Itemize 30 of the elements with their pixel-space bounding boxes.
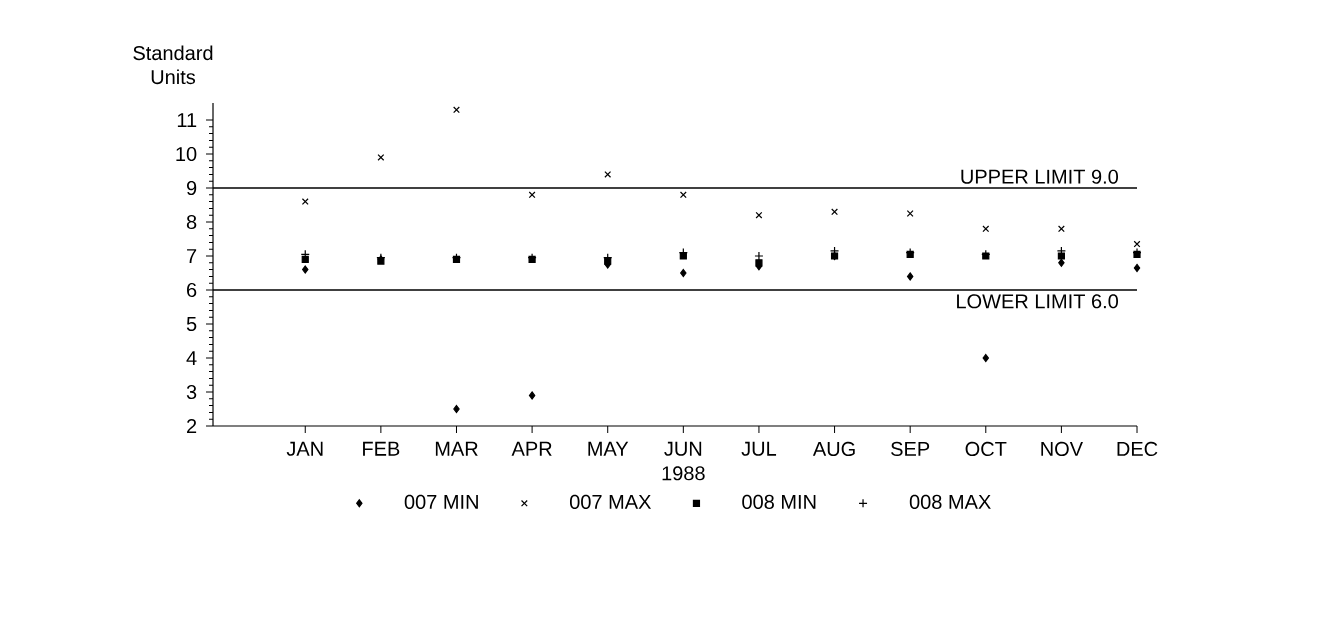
x-tick-label: FEB bbox=[363, 441, 400, 456]
legend-label: 008 MAX bbox=[909, 494, 991, 509]
legend-label: 008 MIN bbox=[742, 494, 816, 509]
legend-label: 007 MAX bbox=[569, 494, 652, 509]
y-tick-label: 7 bbox=[187, 249, 197, 263]
y-tick-label: 8 bbox=[186, 214, 197, 230]
y-tick-label: 5 bbox=[186, 317, 197, 331]
y-tick-label: 2 bbox=[187, 419, 197, 433]
x-tick-label: AUG bbox=[812, 441, 855, 457]
x-tick-label: JAN bbox=[286, 441, 323, 456]
y-axis-title: Standard Units bbox=[133, 45, 213, 85]
x-axis-title: 1988 bbox=[662, 466, 705, 481]
y-tick-label: 11 bbox=[177, 113, 197, 127]
x-tick-label: APR bbox=[511, 441, 552, 456]
ref-line-label: UPPER LIMIT 9.0 bbox=[961, 169, 1119, 184]
y-tick-label: 3 bbox=[186, 384, 197, 400]
x-tick-label: NOV bbox=[1041, 441, 1083, 457]
x-tick-label: SEP bbox=[891, 441, 930, 457]
x-tick-label: JUL bbox=[741, 441, 777, 456]
x-tick-label: DEC bbox=[1117, 441, 1158, 457]
x-tick-label: MAY bbox=[588, 441, 629, 456]
legend-label: 007 MIN bbox=[404, 494, 478, 509]
ref-line-label: LOWER LIMIT 6.0 bbox=[957, 294, 1119, 309]
y-tick-label: 9 bbox=[186, 180, 197, 196]
y-tick-label: 6 bbox=[187, 282, 197, 298]
x-tick-label: JUN bbox=[664, 441, 702, 456]
y-tick-label: 10 bbox=[176, 146, 197, 162]
y-tick-label: 4 bbox=[186, 351, 197, 365]
x-tick-label: OCT bbox=[965, 441, 1007, 457]
x-tick-label: MAR bbox=[435, 441, 478, 456]
